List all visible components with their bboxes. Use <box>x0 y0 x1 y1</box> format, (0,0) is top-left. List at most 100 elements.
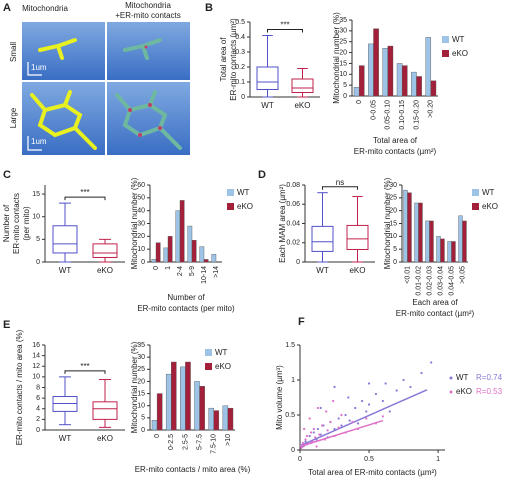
y-tick-label: 25 <box>389 195 397 202</box>
column-header: +ER-mito contacts <box>115 11 181 20</box>
y-tick-label: 0.5 <box>285 412 295 419</box>
fit-line <box>299 419 384 448</box>
point <box>314 436 317 439</box>
legend-label: WT <box>452 35 465 44</box>
y-axis-label: Mitochondrial number (%) <box>383 177 392 269</box>
x-tick-label: 0-2.5 <box>168 434 175 450</box>
micrograph <box>107 22 190 80</box>
y-tick-label: 25 <box>339 39 347 46</box>
x-tick-label: 0 <box>356 100 363 104</box>
bar <box>185 361 191 431</box>
x-axis-label: Total area of ER-mito contacts (µm²) <box>308 468 437 477</box>
bar <box>163 247 169 263</box>
fit-line <box>299 389 428 447</box>
y-axis-label: Each MAM area (µm²) <box>278 184 287 263</box>
y-tick-label: 6 <box>36 395 40 402</box>
scale-label: 1um <box>31 137 47 146</box>
bar <box>191 239 197 263</box>
y-tick-label: 10 <box>339 71 347 78</box>
point <box>315 445 318 448</box>
legend-swatch <box>442 50 449 57</box>
bar <box>436 236 441 263</box>
bar <box>387 45 394 97</box>
y-tick-label: 0.04 <box>286 220 300 227</box>
panel-label: A <box>3 2 11 14</box>
y-tick-label: 30 <box>339 28 347 35</box>
y-axis-label: ER-mito contacts <box>12 193 21 254</box>
y-tick-label: 16 <box>32 342 40 349</box>
x-tick-label: >14 <box>213 266 220 278</box>
x-tick-label: eKO <box>294 101 310 110</box>
point <box>333 385 336 389</box>
point <box>348 419 351 422</box>
point <box>340 424 343 427</box>
y-tick-label: 0 <box>36 259 40 266</box>
y-tick-label: 30 <box>137 220 145 227</box>
bar <box>353 87 360 97</box>
point <box>395 389 398 392</box>
box <box>291 78 314 93</box>
y-tick-label: 50 <box>137 195 145 202</box>
significance: *** <box>80 188 89 197</box>
r-label: R=0.53 <box>476 387 503 396</box>
point <box>301 441 304 445</box>
point <box>354 406 357 410</box>
point <box>365 417 368 420</box>
x-tick-label: eKO <box>349 266 365 275</box>
x-tick-label: 0.03-0.04 <box>437 266 444 296</box>
point <box>381 415 384 418</box>
contact <box>128 108 132 112</box>
legend-label: WT <box>215 348 228 357</box>
mitochondrion <box>115 90 182 150</box>
y-tick-label: 60 <box>137 182 145 189</box>
point <box>319 406 322 410</box>
x-tick-label: 10-14 <box>201 266 208 284</box>
y-tick-label: 20 <box>389 208 397 215</box>
micrograph <box>22 22 105 80</box>
x-tick-label: eKO <box>97 266 113 275</box>
significance-bracket <box>322 186 358 190</box>
bar <box>208 407 214 431</box>
legend-label: eKO <box>215 362 231 371</box>
legend-swatch <box>227 203 234 210</box>
point <box>318 433 321 436</box>
legend-label: eKO <box>452 49 468 58</box>
y-tick-label: 40 <box>137 208 145 215</box>
point <box>388 410 391 413</box>
bar <box>414 202 419 263</box>
x-tick-label: 0 <box>298 456 302 463</box>
panel-a: Mitochondria Mitochondria +ER-mito conta… <box>9 1 190 155</box>
legend-label: eKO <box>482 202 498 211</box>
point <box>351 420 354 424</box>
legend-swatch <box>205 363 212 370</box>
bar <box>156 393 163 431</box>
point <box>332 399 335 403</box>
bar <box>227 407 234 431</box>
significance-bracket <box>64 370 106 374</box>
panel-label: C <box>3 169 11 181</box>
y-axis-label: Mito volume (µm³) <box>275 365 284 430</box>
x-tick-label: WT <box>316 266 329 275</box>
point <box>356 422 360 425</box>
y-tick-label: 10 <box>32 214 40 221</box>
bar <box>430 80 437 97</box>
x-tick-label: >0.20 <box>428 100 435 118</box>
y-tick-label: 35 <box>137 342 145 349</box>
y-tick-label: 20 <box>137 378 145 385</box>
x-tick-label: 0.02-0.03 <box>426 266 433 296</box>
x-tick-label: 0.10-0.15 <box>399 100 406 130</box>
y-tick-label: 2 <box>36 416 40 423</box>
point <box>308 434 311 438</box>
legend-swatch <box>227 189 234 196</box>
bar <box>403 189 408 263</box>
bar <box>211 254 217 263</box>
y-tick-label: 0.08 <box>286 182 300 189</box>
significance: *** <box>280 21 289 30</box>
y-axis-label: Mitochondrial number (%) <box>130 177 139 269</box>
point <box>300 446 303 449</box>
y-tick-label: 15 <box>32 191 40 198</box>
point <box>344 413 347 417</box>
column-header: Mitochondria <box>22 4 68 13</box>
x-tick-label: >10 <box>225 434 232 446</box>
